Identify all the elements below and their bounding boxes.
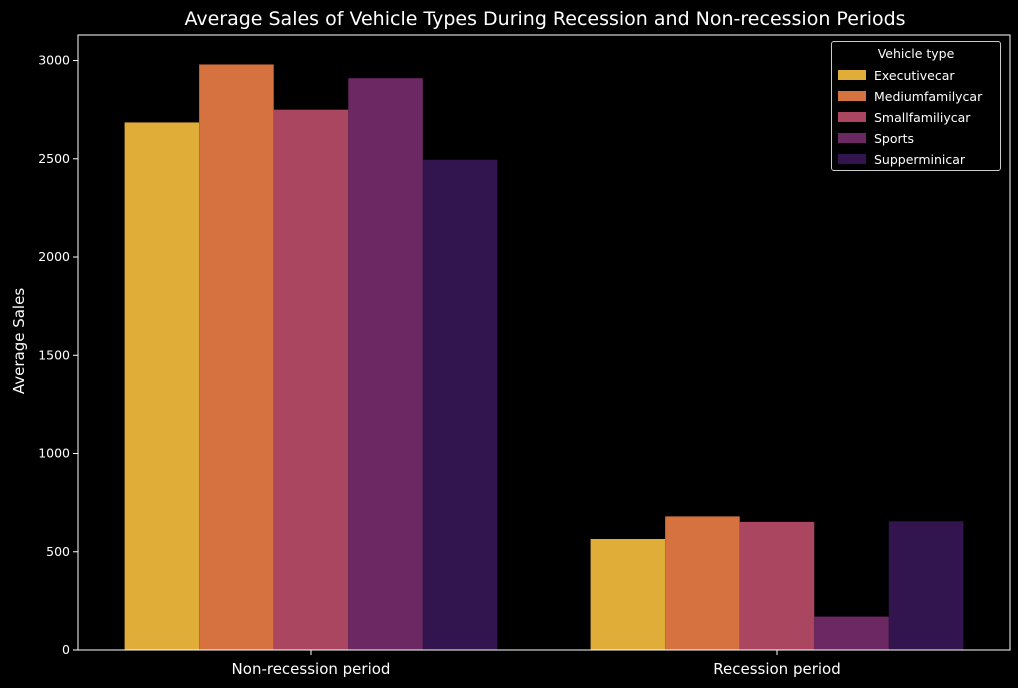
legend-entry: Supperminicar [838, 150, 965, 168]
bar-sports-non-recession [348, 78, 423, 651]
y-tick-label: 1500 [38, 347, 70, 362]
legend-entry: Smallfamiliycar [838, 108, 970, 126]
bar-supperminicar-recession [888, 521, 964, 650]
bar-mediumfamilycar-non-recession [199, 64, 274, 651]
bar-executivecar-recession [590, 538, 666, 650]
y-tick-label: 500 [46, 544, 70, 559]
legend-swatch [838, 91, 866, 101]
legend-title: Vehicle type [877, 46, 955, 61]
legend-swatch [838, 154, 866, 164]
legend-label: Smallfamiliycar [874, 109, 971, 125]
bar-mediumfamilycar-recession [665, 516, 740, 650]
legend-entry: Mediumfamilycar [838, 87, 982, 105]
y-tick-label: 2000 [38, 249, 70, 264]
plot-frame [77, 34, 1011, 651]
y-tick-label: 3000 [38, 53, 70, 68]
x-tick-label: Recession period [713, 660, 841, 678]
chart-title: Average Sales of Vehicle Types During Re… [184, 8, 905, 30]
legend-swatch [838, 70, 866, 80]
legend-swatch [838, 112, 866, 122]
y-tick-label: 1000 [38, 446, 70, 461]
legend-label: Mediumfamilycar [874, 88, 983, 104]
bar-executivecar-non-recession [124, 122, 200, 651]
legend-entry: Executivecar [838, 66, 955, 84]
bar-supperminicar-non-recession [422, 159, 498, 650]
bar-sports-recession [814, 616, 889, 650]
bar-smallfamiliycar-recession [739, 521, 815, 650]
y-tick-label: 2500 [38, 151, 70, 166]
bar-smallfamiliycar-non-recession [273, 109, 349, 650]
y-tick-label: 0 [62, 642, 70, 657]
x-tick-label: Non-recession period [232, 660, 391, 678]
legend-label: Executivecar [874, 67, 955, 83]
legend-label: Sports [874, 130, 915, 146]
legend: Vehicle type Executivecar Mediumfamilycar… [831, 41, 1001, 171]
y-axis-label: Average Sales [10, 288, 28, 394]
legend-entry: Sports [838, 129, 914, 147]
legend-swatch [838, 133, 866, 143]
legend-label: Supperminicar [874, 151, 966, 167]
